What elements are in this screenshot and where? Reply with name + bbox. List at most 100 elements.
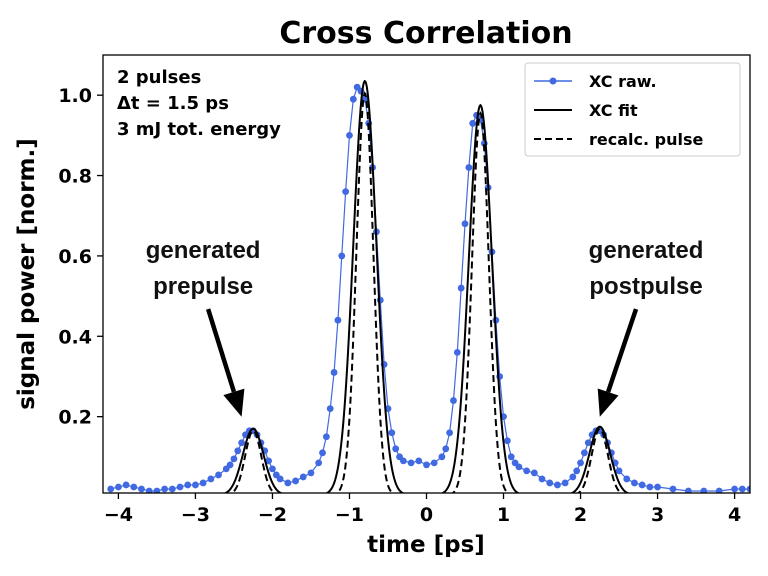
data-point: [461, 220, 469, 228]
data-point: [338, 252, 346, 260]
data-point: [207, 475, 215, 483]
data-point: [669, 485, 677, 493]
y-tick-label: 1.0: [58, 85, 92, 107]
y-axis-label: signal power [norm.]: [14, 138, 40, 410]
data-point: [176, 483, 184, 491]
data-point: [523, 467, 531, 475]
data-point: [503, 437, 511, 445]
x-tick-label: −3: [181, 504, 210, 526]
annotation-text: generated: [146, 237, 261, 264]
data-point: [515, 463, 523, 471]
data-point: [646, 483, 654, 491]
annotation-text: generated: [589, 237, 704, 264]
chart-title: Cross Correlation: [279, 16, 572, 51]
data-point: [573, 467, 581, 475]
legend-label-recalc-pulse: recalc. pulse: [589, 130, 703, 149]
data-point: [330, 369, 338, 376]
data-point: [392, 445, 400, 453]
data-point: [684, 487, 692, 493]
data-point: [399, 457, 407, 465]
data-point: [153, 487, 161, 493]
data-point: [638, 481, 646, 489]
data-point: [631, 479, 638, 487]
data-point: [538, 475, 546, 483]
data-point: [546, 479, 554, 487]
data-point: [342, 188, 350, 196]
data-point: [284, 479, 292, 487]
data-point: [438, 453, 446, 461]
annotation-text: prepulse: [153, 273, 253, 300]
plot-area: [107, 79, 750, 493]
data-point: [107, 485, 115, 493]
legend-item-xc-fit: XC fit: [534, 101, 638, 120]
data-point: [269, 465, 276, 473]
data-point: [554, 481, 561, 489]
data-point: [700, 487, 708, 493]
x-tick-label: 1: [497, 504, 510, 526]
x-axis-label: time [ps]: [367, 532, 485, 558]
data-point: [577, 459, 584, 467]
data-point: [319, 449, 326, 457]
x-tick-label: −2: [258, 504, 287, 526]
annotations: generated prepulse generated postpulse: [146, 237, 704, 417]
annotation-text: postpulse: [589, 273, 702, 300]
x-tick-label: −4: [104, 504, 133, 526]
data-point: [388, 429, 396, 437]
data-point: [238, 439, 246, 447]
data-point: [615, 467, 623, 475]
x-tick-label: 3: [651, 504, 664, 526]
legend-box: [524, 62, 741, 157]
info-line-energy: 3 mJ tot. energy: [117, 119, 281, 140]
data-point: [423, 461, 430, 469]
x-tick-label: 2: [574, 504, 587, 526]
data-point: [234, 447, 242, 455]
data-point: [346, 131, 353, 139]
y-axis: 0.2 0.4 0.6 0.8 1.0: [58, 85, 103, 429]
x-tick-label: −1: [335, 504, 364, 526]
annotation-arrow-head: [223, 388, 245, 417]
data-point: [569, 473, 577, 481]
data-point: [450, 397, 457, 404]
data-point: [376, 296, 384, 304]
data-point: [731, 485, 738, 493]
x-tick-label: 4: [728, 504, 741, 526]
data-point: [453, 348, 461, 356]
legend-item-recalc-pulse: recalc. pulse: [534, 130, 703, 149]
data-point: [168, 485, 176, 493]
data-point: [407, 459, 415, 467]
data-point: [465, 164, 473, 171]
data-point: [334, 316, 342, 324]
annotation-arrow-shaft: [605, 308, 639, 393]
data-point: [623, 475, 631, 483]
y-tick-label: 0.8: [58, 166, 92, 188]
data-point: [215, 471, 222, 479]
data-point: [507, 453, 515, 461]
x-axis: −4 −3 −2 −1 0 1 2 3 4: [104, 493, 741, 526]
annotation-arrow-shaft: [205, 308, 237, 393]
data-point: [184, 481, 192, 489]
legend-item-xc-raw: XC raw.: [534, 72, 657, 91]
data-point: [130, 483, 138, 491]
legend-marker-xc-raw: [549, 77, 557, 85]
data-point: [654, 483, 661, 491]
data-point: [349, 95, 357, 103]
data-point: [292, 477, 299, 485]
data-point: [145, 487, 153, 493]
data-point: [315, 459, 323, 467]
data-point: [192, 481, 199, 489]
data-point: [581, 449, 588, 457]
data-point: [430, 459, 438, 467]
data-point: [161, 485, 169, 493]
data-point: [446, 429, 454, 437]
y-tick-label: 0.4: [58, 326, 92, 348]
x-tick-label: 0: [420, 504, 433, 526]
data-point: [715, 487, 723, 493]
data-point: [561, 479, 569, 487]
series-layer: [107, 79, 750, 493]
data-point: [199, 479, 207, 487]
data-point: [738, 485, 746, 493]
data-point: [299, 473, 307, 481]
data-point: [530, 469, 538, 477]
